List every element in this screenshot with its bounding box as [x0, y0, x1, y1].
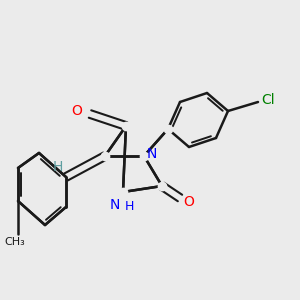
Text: Cl: Cl	[261, 94, 274, 107]
Text: N: N	[110, 198, 120, 212]
Text: N: N	[147, 148, 158, 161]
Text: O: O	[183, 196, 194, 209]
Text: CH₃: CH₃	[4, 237, 26, 247]
Text: O: O	[72, 104, 83, 118]
Text: H: H	[52, 160, 63, 174]
Text: H: H	[124, 200, 134, 212]
